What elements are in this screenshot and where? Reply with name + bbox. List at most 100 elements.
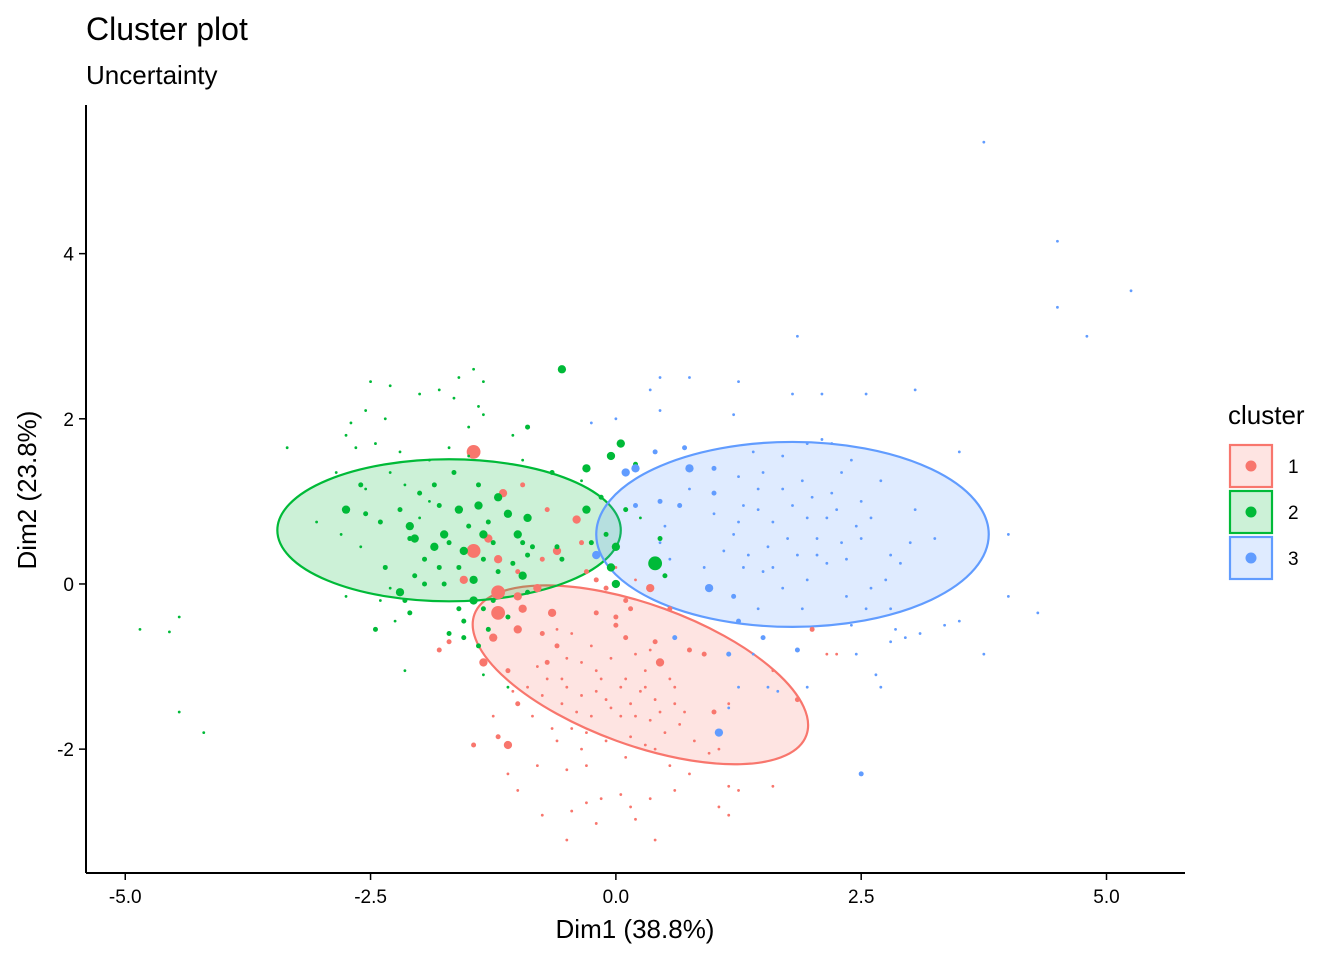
point-cluster-2-123 <box>479 530 488 539</box>
point-cluster-1-10 <box>466 544 481 558</box>
point-cluster-1-115 <box>570 632 574 635</box>
point-cluster-3-68 <box>864 607 868 611</box>
point-cluster-3-61 <box>1006 533 1010 536</box>
point-cluster-2-117 <box>529 544 535 550</box>
point-cluster-2-77 <box>588 540 594 546</box>
point-cluster-1-12 <box>493 555 503 564</box>
point-cluster-3-85 <box>746 553 750 557</box>
point-cluster-1-37 <box>575 710 579 714</box>
point-cluster-3-41 <box>737 685 740 689</box>
point-cluster-3-77 <box>820 438 824 441</box>
point-cluster-3-75 <box>840 471 843 474</box>
point-cluster-2-58 <box>477 405 480 408</box>
point-cluster-2-49 <box>482 673 485 677</box>
point-cluster-3-35 <box>760 635 766 641</box>
point-cluster-2-92 <box>461 635 467 641</box>
point-cluster-1-134 <box>535 665 539 668</box>
point-cluster-3-89 <box>825 561 829 565</box>
point-cluster-3-119 <box>849 458 853 462</box>
point-cluster-1-120 <box>531 714 534 718</box>
point-cluster-1-124 <box>619 685 623 689</box>
point-cluster-1-82 <box>809 626 815 632</box>
point-cluster-1-109 <box>570 727 574 730</box>
point-cluster-3-73 <box>913 508 917 512</box>
point-cluster-2-76 <box>639 516 642 520</box>
point-cluster-2-101 <box>377 519 383 525</box>
point-cluster-1-58 <box>565 768 569 772</box>
point-cluster-3-64 <box>908 541 912 545</box>
point-cluster-2-30 <box>393 619 397 623</box>
x-tick-label-3: 2.5 <box>848 887 874 908</box>
point-cluster-1-51 <box>686 647 692 653</box>
point-cluster-3-43 <box>727 706 731 710</box>
point-cluster-3-100 <box>815 537 819 540</box>
point-cluster-2-97 <box>447 446 451 450</box>
point-cluster-1-123 <box>599 677 603 681</box>
point-cluster-1-40 <box>628 606 634 612</box>
point-cluster-1-3 <box>544 507 550 513</box>
point-cluster-3-6 <box>864 392 868 396</box>
point-cluster-2-35 <box>469 575 478 584</box>
point-cluster-3-79 <box>781 454 785 458</box>
cluster-ellipse-2 <box>276 458 622 603</box>
point-cluster-2-86 <box>490 540 496 546</box>
point-cluster-3-63 <box>933 537 937 540</box>
point-cluster-2-69 <box>611 579 621 589</box>
point-cluster-1-98 <box>560 677 564 681</box>
point-cluster-3-92 <box>859 499 863 503</box>
x-axis-title: Dim1 (38.8%) <box>556 914 715 944</box>
point-cluster-3-15 <box>614 417 618 421</box>
point-cluster-2-20 <box>418 516 422 520</box>
point-cluster-3-76 <box>830 442 834 445</box>
point-cluster-3-107 <box>815 553 819 557</box>
point-cluster-1-66 <box>648 797 652 801</box>
point-cluster-2-39 <box>513 530 522 539</box>
point-cluster-1-57 <box>585 764 588 768</box>
point-cluster-2-23 <box>430 542 439 551</box>
point-cluster-2-91 <box>441 581 447 587</box>
cluster-ellipse-3 <box>595 440 990 629</box>
point-cluster-2-105 <box>382 564 388 570</box>
point-cluster-2-79 <box>454 505 464 514</box>
point-cluster-1-100 <box>560 702 564 706</box>
point-cluster-2-21 <box>405 522 414 531</box>
point-cluster-2-111 <box>168 630 171 634</box>
point-cluster-1-106 <box>658 710 662 714</box>
point-cluster-1-62 <box>540 813 544 817</box>
point-cluster-3-69 <box>845 594 848 598</box>
point-cluster-1-119 <box>653 698 657 701</box>
point-cluster-2-28 <box>395 588 405 597</box>
point-cluster-2-56 <box>452 396 456 400</box>
legend-label-2: 2 <box>1288 503 1299 524</box>
point-cluster-1-93 <box>609 656 613 660</box>
point-cluster-1-129 <box>565 656 569 660</box>
point-cluster-2-37 <box>476 643 481 649</box>
point-cluster-1-86 <box>646 583 655 593</box>
point-cluster-1-130 <box>550 727 554 730</box>
point-cluster-2-89 <box>422 556 428 562</box>
point-cluster-1-80 <box>794 697 800 703</box>
point-cluster-3-31 <box>702 566 706 569</box>
y-tick-label-3: 4 <box>63 245 74 266</box>
y-axis-title: Dim2 (23.8%) <box>12 411 42 570</box>
point-cluster-3-104 <box>800 479 804 483</box>
point-cluster-2-16 <box>359 545 363 549</box>
point-cluster-1-84 <box>825 652 829 656</box>
point-cluster-3-55 <box>894 627 897 631</box>
point-cluster-1-17 <box>518 604 527 613</box>
point-cluster-3-26 <box>657 498 663 504</box>
point-cluster-1-76 <box>565 838 569 842</box>
point-cluster-1-25 <box>505 668 511 674</box>
point-cluster-2-114 <box>202 731 206 735</box>
point-cluster-1-78 <box>585 801 588 805</box>
point-cluster-3-114 <box>849 623 853 627</box>
point-cluster-2-96 <box>428 458 431 462</box>
point-cluster-1-64 <box>599 797 603 801</box>
point-cluster-1-122 <box>545 677 549 681</box>
point-cluster-3-115 <box>800 607 804 611</box>
point-cluster-2-122 <box>402 597 408 603</box>
point-cluster-2-115 <box>446 631 452 637</box>
point-cluster-3-19 <box>652 449 658 455</box>
x-tick-label-4: 5.0 <box>1093 887 1119 908</box>
